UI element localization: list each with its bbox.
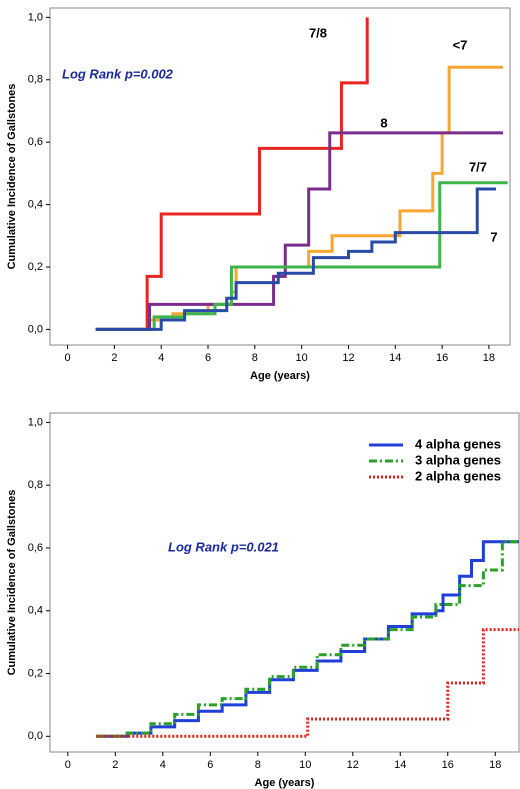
- x-tick-label: 14: [394, 759, 406, 771]
- x-tick-label: 2: [111, 352, 117, 364]
- y-tick-label: 0,8: [28, 479, 43, 491]
- series-label: 8: [380, 115, 387, 130]
- x-tick-label: 0: [65, 759, 71, 771]
- x-tick-label: 18: [489, 759, 501, 771]
- x-tick-label: 18: [483, 352, 495, 364]
- y-tick-label: 0,2: [28, 667, 43, 679]
- km-curve: [95, 131, 503, 331]
- y-tick-label: 0,4: [28, 198, 43, 210]
- y-tick-label: 1,0: [28, 416, 43, 428]
- y-tick-label: 0,0: [28, 323, 43, 335]
- x-tick-label: 10: [299, 759, 311, 771]
- y-tick-label: 0,6: [28, 542, 43, 554]
- y-tick-label: 1,0: [28, 11, 43, 23]
- legend-label: 4 alpha genes: [415, 436, 501, 451]
- series-label: <7: [453, 37, 468, 52]
- y-tick-label: 0,4: [28, 605, 43, 617]
- km-curve: [96, 628, 519, 738]
- km-curve: [95, 181, 508, 331]
- x-tick-label: 4: [158, 352, 164, 364]
- x-tick-label: 12: [347, 759, 359, 771]
- series-label: 7/7: [469, 159, 487, 174]
- series-label: 7: [490, 229, 497, 244]
- x-tick-label: 6: [205, 352, 211, 364]
- plot-area: [49, 7, 511, 346]
- km-curve: [95, 187, 496, 331]
- legend-label: 2 alpha genes: [415, 468, 501, 483]
- series-label: 7/8: [309, 25, 327, 40]
- x-tick-label: 16: [442, 759, 454, 771]
- x-tick-label: 6: [207, 759, 213, 771]
- annotation: Log Rank p=0.002: [62, 66, 174, 81]
- x-tick-label: 2: [112, 759, 118, 771]
- annotation: Log Rank p=0.021: [168, 539, 279, 554]
- x-tick-label: 4: [160, 759, 166, 771]
- y-tick-label: 0,6: [28, 136, 43, 148]
- y-tick-label: 0,2: [28, 261, 43, 273]
- y-tick-label: 0,0: [28, 730, 43, 742]
- km-curve: [95, 65, 503, 331]
- x-tick-label: 8: [255, 759, 261, 771]
- x-tick-label: 16: [436, 352, 448, 364]
- legend-label: 3 alpha genes: [415, 452, 501, 467]
- x-axis-label: Age (years): [255, 777, 315, 789]
- km-curve: [96, 540, 519, 738]
- y-axis-label: Cumulative Incidence of Gallstones: [6, 84, 18, 270]
- km-curve: [96, 540, 519, 738]
- x-tick-label: 8: [252, 352, 258, 364]
- x-tick-label: 10: [296, 352, 308, 364]
- plot-area: [49, 412, 520, 753]
- y-axis-label: Cumulative Incidence of Gallstones: [6, 490, 18, 676]
- x-tick-label: 0: [64, 352, 70, 364]
- x-tick-label: 12: [342, 352, 354, 364]
- x-axis-label: Age (years): [250, 370, 310, 382]
- y-tick-label: 0,8: [28, 74, 43, 86]
- x-tick-label: 14: [389, 352, 401, 364]
- km-curve: [95, 17, 369, 331]
